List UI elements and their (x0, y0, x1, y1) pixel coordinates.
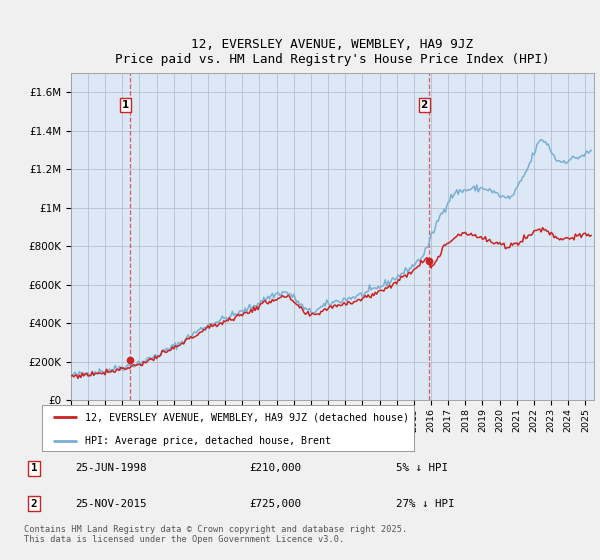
Text: 25-JUN-1998: 25-JUN-1998 (75, 464, 146, 473)
Title: 12, EVERSLEY AVENUE, WEMBLEY, HA9 9JZ
Price paid vs. HM Land Registry's House Pr: 12, EVERSLEY AVENUE, WEMBLEY, HA9 9JZ Pr… (115, 38, 550, 66)
Text: 25-NOV-2015: 25-NOV-2015 (75, 499, 146, 509)
Text: £725,000: £725,000 (250, 499, 302, 509)
Text: 2: 2 (31, 499, 37, 509)
Text: Contains HM Land Registry data © Crown copyright and database right 2025.
This d: Contains HM Land Registry data © Crown c… (24, 525, 407, 544)
Text: 2: 2 (421, 100, 428, 110)
Text: HPI: Average price, detached house, Brent: HPI: Average price, detached house, Bren… (85, 436, 331, 446)
Text: 1: 1 (31, 464, 37, 473)
Text: 12, EVERSLEY AVENUE, WEMBLEY, HA9 9JZ (detached house): 12, EVERSLEY AVENUE, WEMBLEY, HA9 9JZ (d… (85, 412, 409, 422)
Text: £210,000: £210,000 (250, 464, 302, 473)
Text: 5% ↓ HPI: 5% ↓ HPI (396, 464, 448, 473)
Text: 27% ↓ HPI: 27% ↓ HPI (396, 499, 455, 509)
Text: 1: 1 (122, 100, 129, 110)
